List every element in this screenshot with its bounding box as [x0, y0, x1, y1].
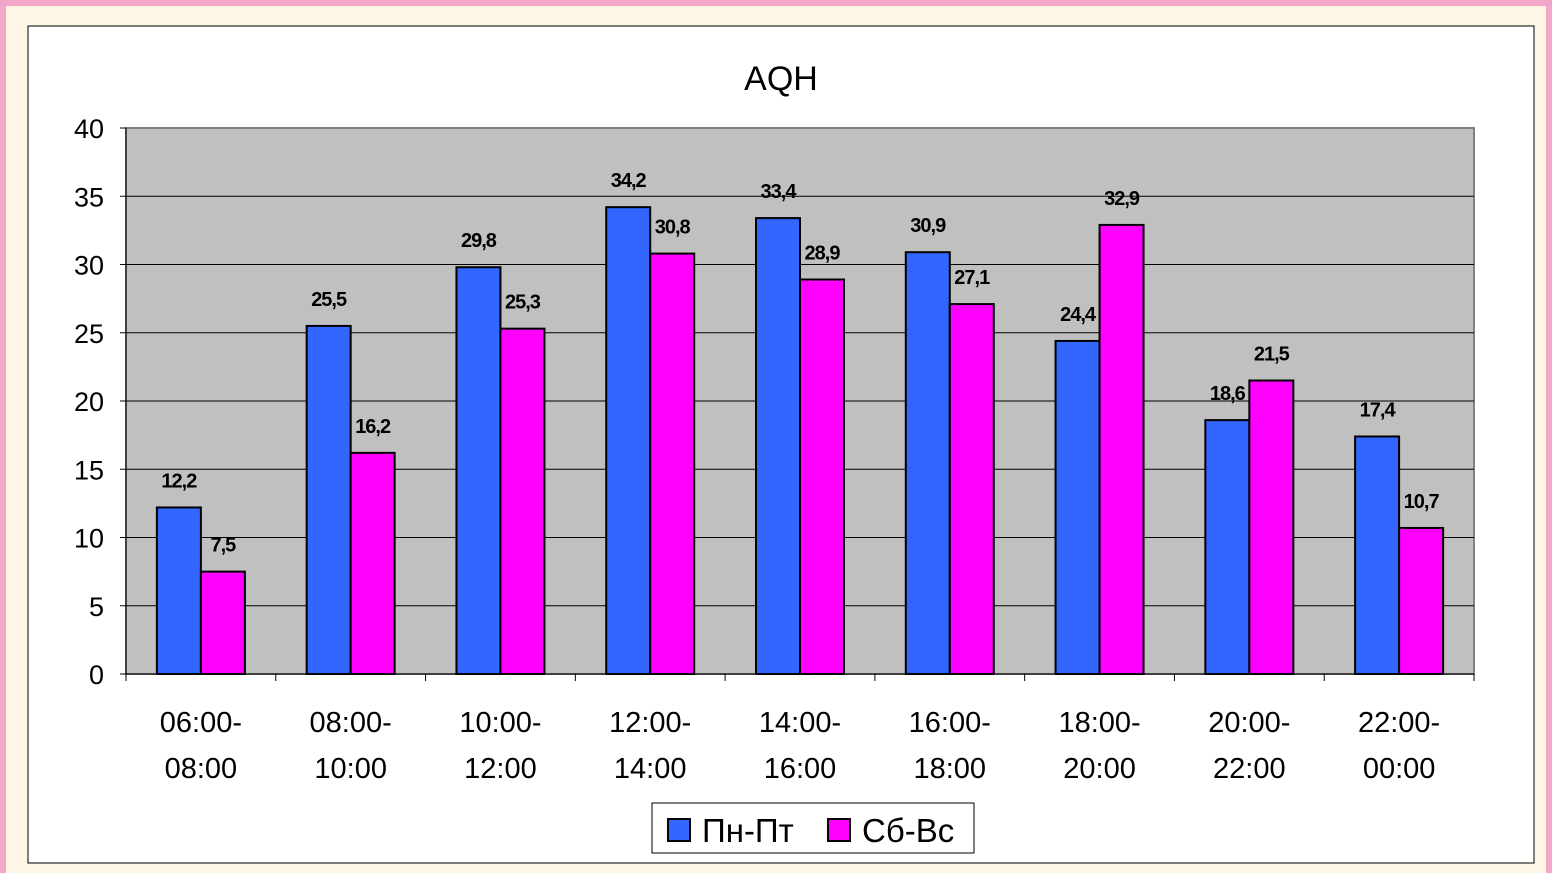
x-tick-label: 16:00 — [764, 753, 837, 785]
y-tick-label: 30 — [74, 251, 104, 281]
bar-weekday — [1054, 339, 1101, 675]
x-tick-label: 12:00 — [464, 753, 537, 785]
data-label: 28,9 — [805, 243, 841, 265]
y-tick-label: 5 — [89, 592, 104, 622]
y-tick-label: 10 — [74, 524, 104, 554]
bar-weekday — [904, 251, 951, 675]
data-label: 33,4 — [761, 181, 798, 203]
x-tick-label: 20:00- — [1208, 707, 1290, 739]
bar-weekend — [1248, 379, 1295, 675]
x-tick-label: 14:00- — [759, 707, 841, 739]
bar-weekend — [1098, 223, 1145, 675]
x-tick-label: 06:00- — [160, 707, 242, 739]
bar-weekday — [755, 217, 801, 675]
y-tick-label: 20 — [74, 387, 104, 417]
data-label: 25,5 — [311, 289, 347, 311]
y-tick-label: 0 — [89, 660, 104, 690]
x-tick-label: 00:00 — [1363, 753, 1436, 785]
bar-weekday — [605, 206, 652, 675]
bar-weekend — [499, 327, 546, 675]
bar-weekday — [1354, 435, 1401, 675]
chart-title: AQH — [744, 60, 818, 98]
legend-label-weekday: Пн-Пт — [702, 812, 794, 849]
data-label: 30,9 — [910, 215, 946, 237]
bar-weekend — [199, 570, 246, 675]
bar-weekday — [305, 324, 352, 675]
data-label: 30,8 — [655, 217, 691, 239]
x-tick-label: 22:00 — [1213, 753, 1286, 785]
x-tick-label: 18:00 — [913, 753, 986, 785]
x-tick-label: 10:00 — [314, 753, 387, 785]
data-label: 16,2 — [355, 416, 391, 438]
legend-swatch-weekend — [827, 818, 851, 842]
legend-label-weekend: Сб-Вс — [862, 812, 954, 849]
x-tick-label: 08:00- — [310, 707, 392, 739]
bar-weekday — [455, 266, 502, 675]
bar-weekend — [799, 278, 845, 675]
legend-swatch-weekday — [667, 818, 691, 842]
bar-weekend — [1398, 526, 1445, 675]
x-tick-label: 16:00- — [909, 707, 991, 739]
data-label: 7,5 — [210, 535, 236, 557]
data-label: 18,6 — [1210, 383, 1246, 405]
data-label: 24,4 — [1060, 304, 1097, 326]
x-tick-label: 22:00- — [1358, 707, 1440, 739]
x-tick-label: 12:00- — [609, 707, 691, 739]
data-label: 25,3 — [505, 292, 541, 314]
data-label: 29,8 — [461, 230, 497, 252]
x-tick-label: 20:00 — [1063, 753, 1136, 785]
y-tick-label: 15 — [74, 455, 104, 485]
x-tick-label: 18:00- — [1058, 707, 1140, 739]
x-tick-label: 08:00 — [165, 753, 238, 785]
x-tick-label: 14:00 — [614, 753, 687, 785]
bar-weekend — [948, 303, 995, 675]
bar-weekday — [155, 506, 202, 675]
data-label: 17,4 — [1360, 399, 1397, 421]
legend — [651, 802, 975, 854]
y-tick-label: 35 — [74, 182, 104, 212]
bar-weekend — [649, 252, 696, 676]
bar-weekday — [1204, 419, 1251, 675]
y-tick-label: 40 — [74, 114, 104, 144]
y-tick-label: 25 — [74, 319, 104, 349]
data-label: 12,2 — [161, 470, 197, 492]
data-label: 32,9 — [1104, 188, 1140, 210]
data-label: 27,1 — [954, 267, 990, 289]
data-label: 21,5 — [1254, 344, 1290, 366]
x-tick-label: 10:00- — [459, 707, 541, 739]
data-label: 10,7 — [1404, 491, 1440, 513]
data-label: 34,2 — [611, 170, 647, 192]
bar-weekend — [349, 451, 396, 675]
